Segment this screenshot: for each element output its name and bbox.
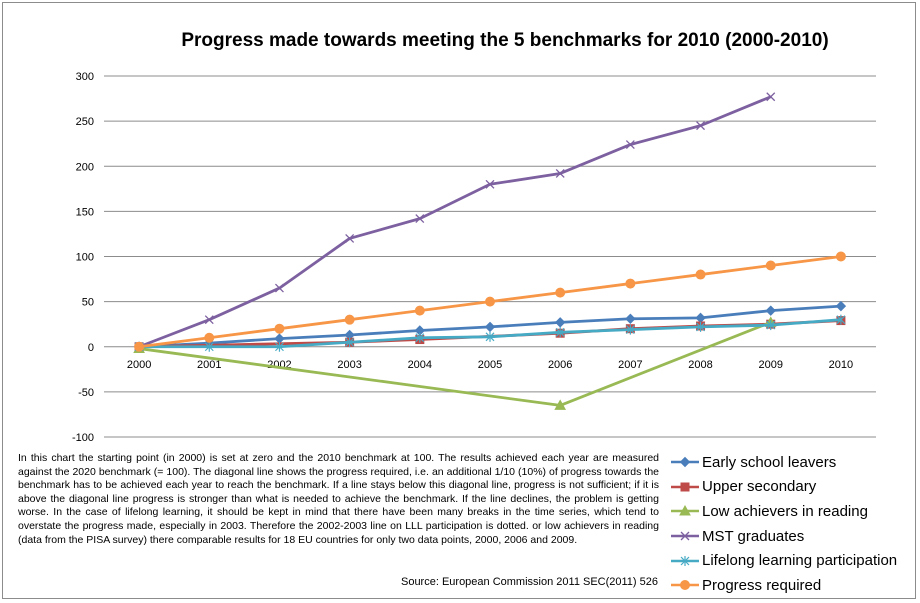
data-point <box>680 531 690 541</box>
data-point <box>766 92 776 102</box>
source-text: Source: European Commission 2011 SEC(201… <box>400 576 658 588</box>
grid-lines <box>104 75 876 438</box>
data-point <box>680 555 690 566</box>
data-point <box>484 321 496 333</box>
data-point <box>765 305 776 316</box>
data-point <box>835 300 847 312</box>
data-point <box>485 331 495 342</box>
data-point <box>485 296 495 307</box>
data-point <box>696 321 705 332</box>
data-point <box>835 251 846 262</box>
data-point <box>414 305 425 316</box>
legend-label: Upper secondary <box>702 478 817 496</box>
y-tick-label: 200 <box>76 161 94 173</box>
legend-swatch <box>671 580 699 591</box>
data-point <box>766 320 776 331</box>
data-point <box>204 332 215 343</box>
data-point <box>625 278 636 289</box>
legend-label: Progress required <box>702 576 822 594</box>
data-point <box>680 580 690 591</box>
x-tick-label: 2001 <box>197 359 221 371</box>
legend-swatch <box>671 482 699 492</box>
legend-swatch <box>671 505 699 516</box>
chart-title: Progress made towards meeting the 5 benc… <box>181 30 829 51</box>
series-progress-required <box>134 251 846 352</box>
data-point <box>274 323 285 334</box>
y-tick-label: 100 <box>76 252 94 264</box>
legend-item: Progress required <box>671 573 916 598</box>
data-point <box>275 341 284 352</box>
x-tick-label: 2007 <box>618 359 642 371</box>
legend-item: Early school leavers <box>671 450 916 475</box>
legend-label: Lifelong learning participation <box>702 552 898 570</box>
legend-label: MST graduates <box>702 527 805 545</box>
legend-item: Low achievers in reading <box>671 499 916 524</box>
data-point <box>274 283 284 293</box>
data-point <box>696 121 706 131</box>
x-tick-label: 2000 <box>127 359 151 371</box>
data-point <box>679 457 691 468</box>
y-tick-label: 300 <box>76 71 94 83</box>
data-point <box>554 317 566 328</box>
x-tick-label: 2004 <box>408 359 432 371</box>
data-point <box>625 324 635 335</box>
data-point <box>204 315 214 325</box>
legend-swatch <box>671 457 699 468</box>
legend-swatch <box>671 531 699 541</box>
series-low-achievers-in-reading <box>133 316 777 410</box>
data-point <box>680 482 690 492</box>
data-point <box>345 233 355 243</box>
legend-label: Low achievers in reading <box>702 502 868 520</box>
data-point <box>625 140 635 150</box>
x-tick-label: 2003 <box>337 359 361 371</box>
data-point <box>625 313 636 324</box>
x-tick-label: 2010 <box>829 359 853 371</box>
y-tick-label: 250 <box>76 116 94 128</box>
x-tick-label: 2006 <box>548 359 572 371</box>
data-point <box>204 341 214 352</box>
legend-item: MST graduates <box>671 524 916 549</box>
y-tick-label: 50 <box>82 297 94 309</box>
series-lines <box>133 92 847 410</box>
data-point <box>134 341 145 352</box>
legend-item: Lifelong learning participation <box>671 548 916 573</box>
y-tick-label: 0 <box>88 342 94 354</box>
data-point <box>765 260 776 271</box>
legend-label: Early school leavers <box>702 453 837 471</box>
legend-swatch <box>671 555 699 566</box>
data-point <box>695 312 706 324</box>
data-point <box>695 269 706 280</box>
y-tick-label: -100 <box>72 432 94 444</box>
data-point <box>485 179 495 189</box>
legend: Early school leavers Upper secondary Low a… <box>671 450 916 598</box>
data-point <box>345 337 355 348</box>
data-point <box>555 169 565 178</box>
series-line <box>138 95 772 349</box>
data-point <box>555 327 565 338</box>
data-point <box>554 399 567 410</box>
y-tick-label: 150 <box>76 206 94 218</box>
chart-note: In this chart the starting point (in 200… <box>18 452 659 546</box>
x-tick-label: 2008 <box>688 359 712 371</box>
data-point <box>679 505 691 516</box>
data-point <box>415 332 425 343</box>
data-point <box>415 214 425 224</box>
x-tick-label: 2005 <box>478 359 502 371</box>
x-tick-label: 2009 <box>758 359 782 371</box>
data-point <box>555 287 566 298</box>
data-point <box>836 314 846 325</box>
y-axis-ticks: 300 250 200 150 100 50 0 -50 -100 <box>72 71 94 444</box>
series-mst-graduates <box>134 92 776 352</box>
legend-item: Upper secondary <box>671 475 916 500</box>
data-point <box>344 314 355 325</box>
y-tick-label: -50 <box>78 387 94 399</box>
